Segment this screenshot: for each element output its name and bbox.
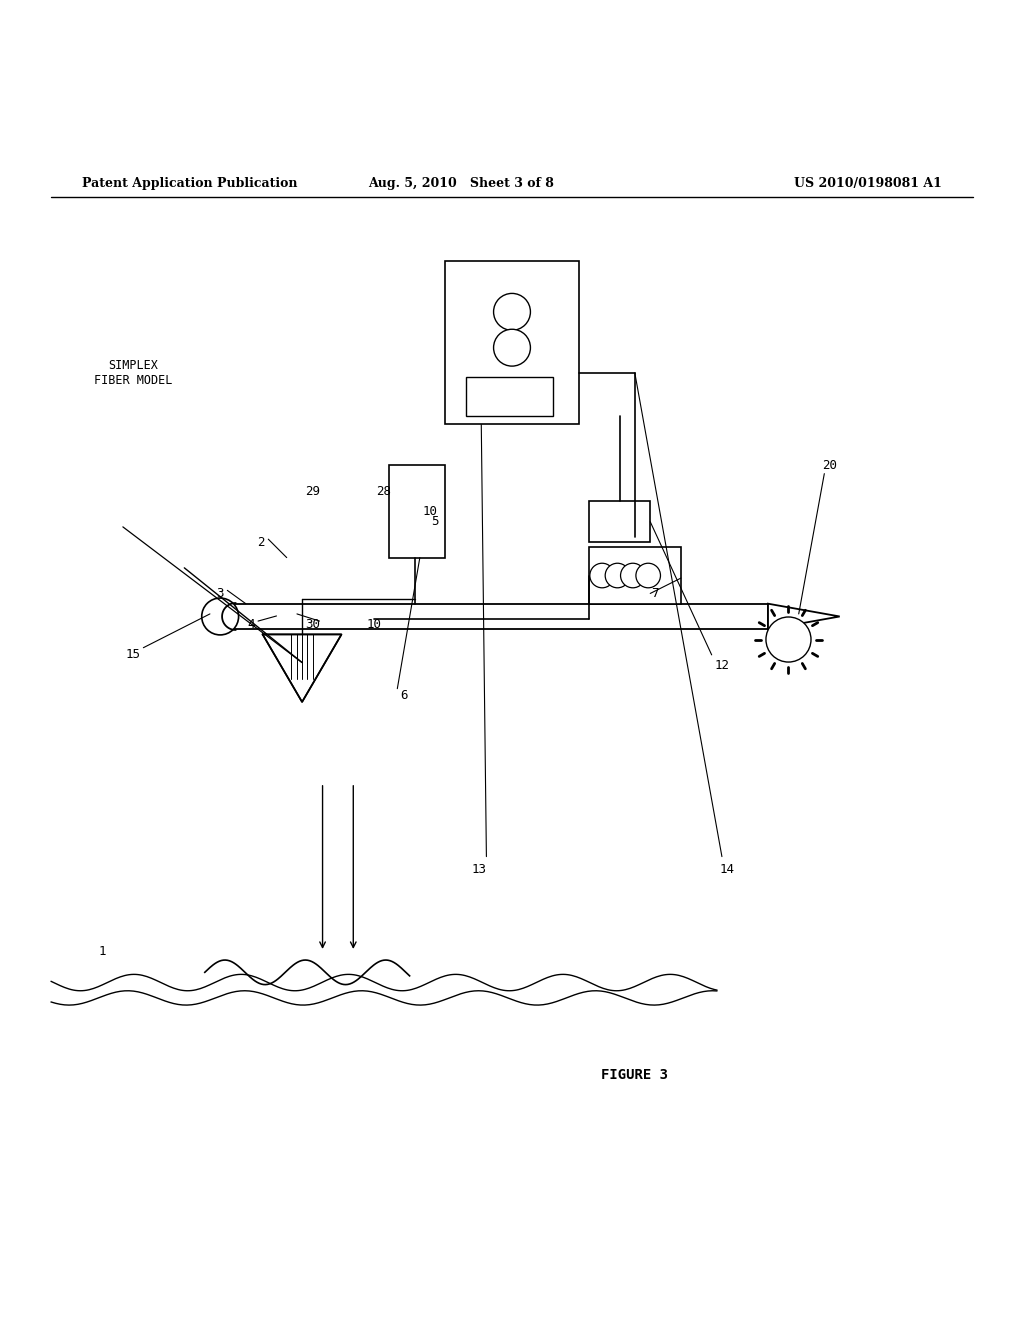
Text: 4: 4	[247, 618, 255, 631]
FancyBboxPatch shape	[589, 548, 681, 603]
Circle shape	[621, 564, 645, 587]
FancyBboxPatch shape	[445, 260, 579, 425]
Text: SIMPLEX
FIBER MODEL: SIMPLEX FIBER MODEL	[94, 359, 172, 387]
Text: 29: 29	[305, 484, 319, 498]
Text: 10: 10	[423, 506, 437, 517]
Text: 20: 20	[822, 459, 837, 473]
Text: 28: 28	[377, 484, 391, 498]
Text: 10: 10	[367, 618, 381, 631]
Text: 15: 15	[126, 648, 140, 661]
Polygon shape	[262, 635, 341, 702]
Text: Aug. 5, 2010   Sheet 3 of 8: Aug. 5, 2010 Sheet 3 of 8	[368, 177, 554, 190]
Text: 2: 2	[257, 536, 265, 549]
Text: 30: 30	[305, 618, 319, 631]
Text: 7: 7	[651, 587, 659, 599]
Text: Patent Application Publication: Patent Application Publication	[82, 177, 297, 190]
Polygon shape	[768, 603, 840, 630]
Text: 14: 14	[720, 863, 734, 876]
Circle shape	[605, 564, 630, 587]
FancyBboxPatch shape	[466, 378, 553, 416]
Circle shape	[202, 598, 239, 635]
Text: 5: 5	[431, 515, 439, 528]
Circle shape	[494, 329, 530, 366]
FancyBboxPatch shape	[589, 502, 650, 543]
Circle shape	[636, 564, 660, 587]
Text: US 2010/0198081 A1: US 2010/0198081 A1	[795, 177, 942, 190]
Circle shape	[494, 293, 530, 330]
Text: 12: 12	[715, 659, 729, 672]
Text: 6: 6	[400, 689, 409, 702]
Text: 3: 3	[216, 587, 224, 599]
FancyBboxPatch shape	[225, 603, 768, 630]
Circle shape	[766, 616, 811, 663]
Text: FIGURE 3: FIGURE 3	[601, 1068, 669, 1081]
Text: 13: 13	[472, 863, 486, 876]
Text: 1: 1	[98, 945, 106, 958]
Circle shape	[590, 564, 614, 587]
FancyBboxPatch shape	[389, 466, 445, 557]
